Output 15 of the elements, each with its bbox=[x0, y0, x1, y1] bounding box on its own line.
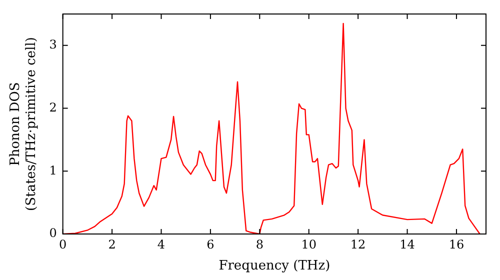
x-tick-label: 10 bbox=[301, 237, 316, 252]
x-tick-label: 6 bbox=[206, 237, 214, 252]
y-tick-label: 2 bbox=[49, 100, 57, 114]
y-axis-title: Phonon DOS (States/THz·primitive cell) bbox=[8, 36, 39, 212]
x-tick-label: 16 bbox=[448, 237, 464, 252]
y-tick-label: 3 bbox=[49, 38, 57, 52]
y-tick-label: 1 bbox=[49, 163, 57, 178]
x-tick-label: 14 bbox=[400, 237, 416, 252]
x-tick-label: 4 bbox=[157, 237, 166, 252]
y-tick-label: 0 bbox=[49, 226, 57, 240]
x-tick-label: 0 bbox=[59, 237, 67, 252]
x-tick-label: 2 bbox=[108, 237, 116, 252]
x-axis-title: Frequency (THz) bbox=[218, 258, 330, 274]
x-tick-label: 12 bbox=[350, 237, 366, 252]
x-tick-label: 8 bbox=[256, 237, 264, 252]
